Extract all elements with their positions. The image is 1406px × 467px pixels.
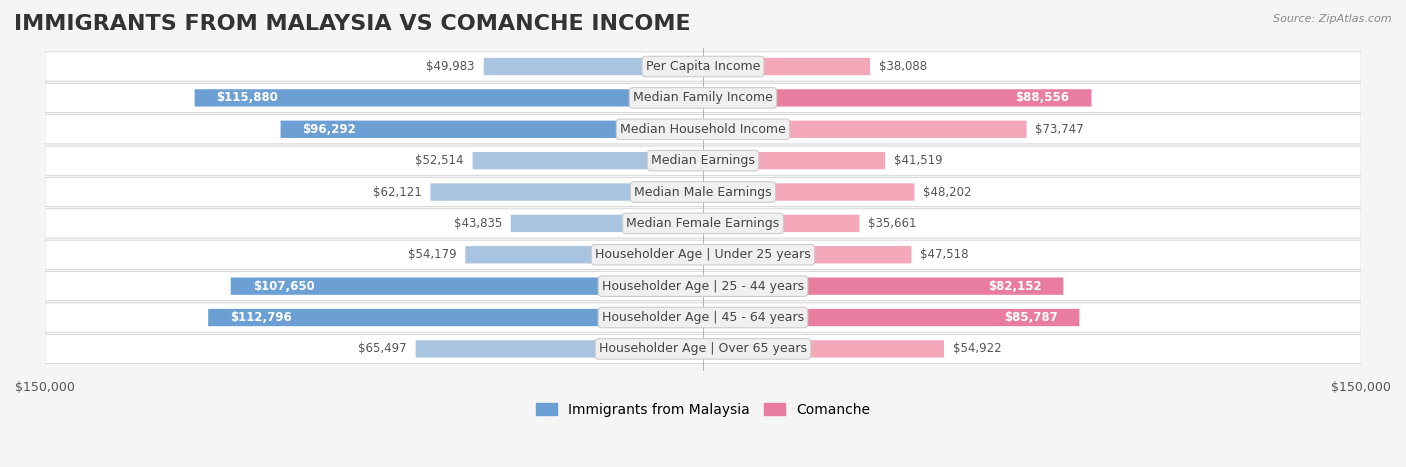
FancyBboxPatch shape [484,58,703,75]
Text: Per Capita Income: Per Capita Income [645,60,761,73]
FancyBboxPatch shape [45,146,1361,175]
Text: Median Female Earnings: Median Female Earnings [627,217,779,230]
FancyBboxPatch shape [45,334,1361,363]
Text: Householder Age | Over 65 years: Householder Age | Over 65 years [599,342,807,355]
Text: $35,661: $35,661 [869,217,917,230]
FancyBboxPatch shape [472,152,703,170]
Text: $49,983: $49,983 [426,60,475,73]
FancyBboxPatch shape [703,246,911,263]
Text: Median Earnings: Median Earnings [651,154,755,167]
Legend: Immigrants from Malaysia, Comanche: Immigrants from Malaysia, Comanche [530,397,876,422]
Text: $96,292: $96,292 [302,123,356,136]
Text: Source: ZipAtlas.com: Source: ZipAtlas.com [1274,14,1392,24]
Text: $41,519: $41,519 [894,154,942,167]
FancyBboxPatch shape [416,340,703,358]
FancyBboxPatch shape [703,89,1091,106]
FancyBboxPatch shape [703,309,1080,326]
Text: Householder Age | 25 - 44 years: Householder Age | 25 - 44 years [602,280,804,293]
FancyBboxPatch shape [45,177,1361,206]
Text: IMMIGRANTS FROM MALAYSIA VS COMANCHE INCOME: IMMIGRANTS FROM MALAYSIA VS COMANCHE INC… [14,14,690,34]
Text: Householder Age | Under 25 years: Householder Age | Under 25 years [595,248,811,261]
FancyBboxPatch shape [510,215,703,232]
Text: $73,747: $73,747 [1035,123,1084,136]
Text: Median Family Income: Median Family Income [633,92,773,105]
Text: Householder Age | 45 - 64 years: Householder Age | 45 - 64 years [602,311,804,324]
FancyBboxPatch shape [45,240,1361,269]
Text: $52,514: $52,514 [415,154,464,167]
FancyBboxPatch shape [45,209,1361,238]
FancyBboxPatch shape [45,52,1361,81]
Text: $107,650: $107,650 [253,280,315,293]
FancyBboxPatch shape [703,58,870,75]
FancyBboxPatch shape [703,215,859,232]
Text: $88,556: $88,556 [1015,92,1070,105]
FancyBboxPatch shape [45,272,1361,301]
Text: Median Male Earnings: Median Male Earnings [634,185,772,198]
Text: $82,152: $82,152 [988,280,1042,293]
FancyBboxPatch shape [45,303,1361,332]
Text: $48,202: $48,202 [924,185,972,198]
Text: $43,835: $43,835 [454,217,502,230]
FancyBboxPatch shape [45,83,1361,113]
FancyBboxPatch shape [703,277,1063,295]
Text: $115,880: $115,880 [217,92,278,105]
FancyBboxPatch shape [465,246,703,263]
FancyBboxPatch shape [208,309,703,326]
Text: $112,796: $112,796 [231,311,292,324]
FancyBboxPatch shape [703,340,943,358]
FancyBboxPatch shape [703,152,886,170]
Text: $54,922: $54,922 [953,342,1001,355]
Text: Median Household Income: Median Household Income [620,123,786,136]
Text: $85,787: $85,787 [1004,311,1057,324]
FancyBboxPatch shape [194,89,703,106]
Text: $38,088: $38,088 [879,60,927,73]
Text: $62,121: $62,121 [373,185,422,198]
Text: $65,497: $65,497 [359,342,406,355]
Text: $47,518: $47,518 [921,248,969,261]
FancyBboxPatch shape [703,120,1026,138]
FancyBboxPatch shape [430,184,703,201]
Text: $54,179: $54,179 [408,248,457,261]
FancyBboxPatch shape [231,277,703,295]
FancyBboxPatch shape [703,184,914,201]
FancyBboxPatch shape [281,120,703,138]
FancyBboxPatch shape [45,115,1361,144]
